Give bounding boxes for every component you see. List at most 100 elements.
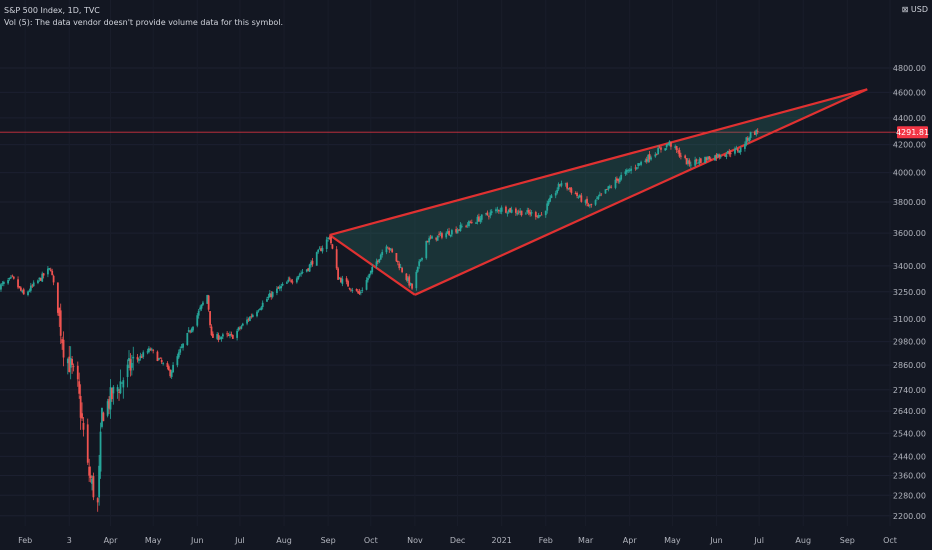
candle-body [738,150,741,153]
candle-body [539,215,541,217]
candle-body [270,293,273,297]
candle-body [598,194,601,196]
candle-body [219,338,221,340]
candle-body [169,369,172,377]
candle-body [278,286,281,289]
candle-body [12,276,15,279]
legend: S&P 500 Index, 1D, TVC Vol (5): The data… [4,5,283,29]
candle-body [500,207,503,212]
candle-body [271,292,274,297]
candle-body [377,260,379,262]
candle-body [478,216,480,222]
candle-body [421,257,423,260]
candle-body [436,235,439,241]
candle-body [408,276,411,286]
candle-body [470,222,473,223]
candle-body [450,230,453,235]
candle-body [11,275,14,277]
candle-body [670,142,672,147]
candle-body [620,174,623,180]
candle-body [66,358,69,364]
candle-body [217,334,220,340]
candle-body [556,189,559,193]
candle-body [116,387,119,392]
candle-body [378,259,381,263]
time-axis[interactable]: Feb 3 Apr May Jun Jul Aug Sep Oct Nov Dec 2021 Feb Ma… [18,536,897,545]
candle-body [469,222,472,224]
candle-body [564,183,567,185]
time-tick-label: Aug [276,536,292,545]
candle-body [340,277,342,283]
candle-body [715,154,718,158]
candle-body [301,272,304,273]
time-tick-label: Oct [883,536,897,545]
candle-body [499,210,502,212]
candles [0,128,759,512]
candle-body [62,339,65,358]
candle-body [476,216,479,222]
candle-body [557,183,560,190]
price-tick-label: 3400.00 [893,262,926,271]
candle-body [637,163,640,166]
candle-body [177,352,180,358]
candle-body [428,238,431,243]
candle-body [655,154,658,155]
rising-wedge-drawing[interactable] [328,88,868,296]
candle-body [416,266,419,272]
currency-label[interactable]: ⊠ USD [902,5,928,14]
price-axis[interactable]: 4800.00 4600.00 4400.00 4200.00 4000.00 3800.… [893,64,926,521]
candle-body [261,302,264,308]
price-tick-label: 4200.00 [893,141,926,150]
candle-body [170,371,173,377]
candle-body [594,200,597,205]
candle-body [92,476,95,498]
candle-body [644,160,647,162]
time-tick-label: 3 [67,536,72,545]
time-tick-label: Jul [753,536,764,545]
candle-body [106,401,109,416]
candle-body [438,234,440,235]
candle-body [72,366,75,368]
candle-body [519,210,522,213]
price-tick-label: 3100.00 [893,315,926,324]
candle-body [348,287,351,289]
candle-body [276,288,278,294]
candle-body [586,198,588,204]
candle-body [529,212,532,215]
candle-body [559,184,561,186]
time-tick-label: Oct [364,536,378,545]
candle-body [415,271,418,289]
candle-body [540,214,543,216]
candle-body [132,356,135,359]
candle-body [287,279,290,282]
candle-body [229,333,231,337]
candle-body [485,213,487,215]
candle-body [220,336,223,340]
candle-body [544,210,547,216]
candle-body [587,204,590,207]
price-tick-label: 4400.00 [893,114,926,123]
symbol-title[interactable]: S&P 500 Index, 1D, TVC [4,6,100,15]
candle-body [102,412,105,422]
candle-body [166,362,169,368]
candle-body [458,229,460,231]
candle-body [307,268,310,271]
candle-body [206,295,209,304]
candle-body [236,330,238,338]
candle-body [745,137,748,145]
candle-body [606,188,608,190]
candle-body [369,270,372,274]
candle-body [624,171,627,175]
candle-body [38,277,41,280]
candle-body [192,326,194,331]
candle-body [172,364,174,373]
candle-body [101,407,103,427]
candle-body [300,273,303,275]
candle-body [136,356,139,360]
candle-body [449,234,452,237]
candle-body [99,431,102,472]
candle-body [486,212,489,216]
candle-body [58,307,61,317]
candle-body [162,363,165,364]
